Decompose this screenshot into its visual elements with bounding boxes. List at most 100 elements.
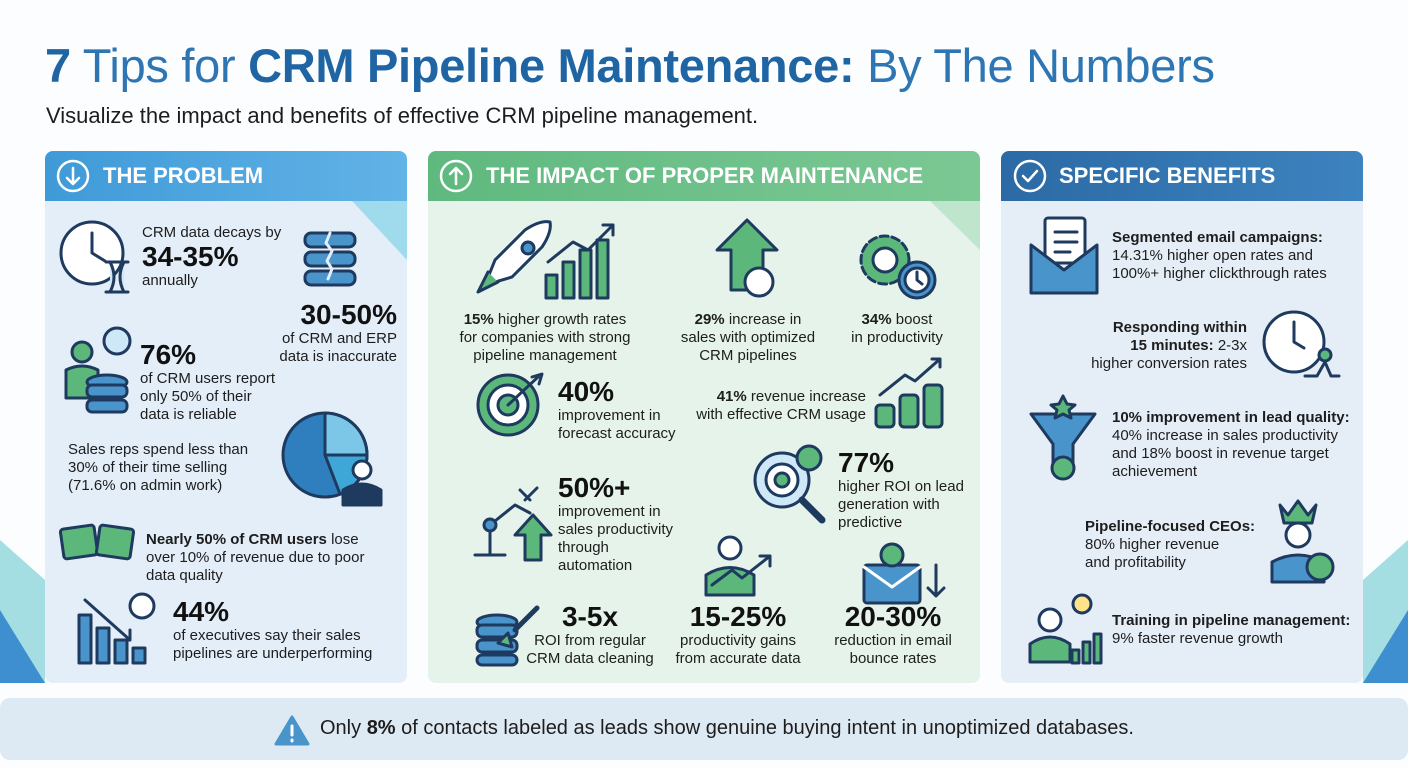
- icon-shape: [871, 246, 899, 274]
- stat-line: of CRM users report: [140, 370, 276, 387]
- icon-shape: [483, 220, 552, 287]
- icon-shape: [513, 513, 553, 562]
- stat-figure: 15-25%: [689, 601, 787, 632]
- stat-emphasis: Training in pipeline management:: [1112, 612, 1351, 629]
- stat-line: 30% of their time selling: [68, 459, 228, 476]
- stat-line: Segmented email campaigns:: [1112, 229, 1327, 247]
- icon-shape: [1021, 169, 1039, 183]
- stat-line: generation with: [838, 496, 940, 513]
- panel-heading: SPECIFIC BENEFITS: [1059, 163, 1276, 188]
- stat-figure: 40%: [558, 376, 615, 407]
- icon-shape: [83, 598, 132, 642]
- icon-shape: [476, 270, 500, 294]
- icon-shape: [58, 523, 100, 561]
- stat-line: 14.31% higher open rates and: [1112, 247, 1313, 264]
- stat-figure: 20-30%: [844, 601, 942, 632]
- stat-text: boost: [895, 311, 933, 328]
- icon-shape: [77, 613, 93, 665]
- stat-line: from accurate data: [675, 650, 801, 667]
- footer-text: Only 8% of contacts labeled as leads sho…: [320, 717, 1134, 740]
- icon-shape: [113, 638, 129, 665]
- stat-block: 15% higher growth rates for companies wit…: [445, 311, 645, 365]
- stat-line: improvement in: [558, 407, 661, 424]
- footer: Only 8% of contacts labeled as leads sho…: [0, 698, 1408, 760]
- stat-emphasis: 15%: [463, 311, 494, 328]
- icon-shape: [1037, 607, 1063, 633]
- icon-shape: [56, 159, 1047, 193]
- icon-shape: [439, 159, 473, 193]
- icon-shape: [922, 383, 944, 429]
- stat-line: annually: [142, 272, 198, 289]
- stat-line: bounce rates: [849, 650, 937, 667]
- icon-shape: [1029, 243, 1099, 295]
- icon-shape: [85, 383, 129, 399]
- icon-shape: [862, 565, 922, 589]
- stat-figure: 3-5x: [561, 601, 619, 632]
- icon-shape: [496, 631, 514, 649]
- stat-block: 50%+ improvement in sales productivity thro…: [558, 473, 673, 575]
- icon-shape: [773, 471, 791, 489]
- title-emphasis: CRM Pipeline Maintenance:: [248, 39, 855, 92]
- icon-shape: [1050, 455, 1076, 481]
- stat-emphasis: 10% improvement in lead quality:: [1112, 409, 1350, 426]
- stat-line: productivity gains: [680, 632, 796, 649]
- title-lead: Tips for: [82, 39, 236, 92]
- stat-emphasis: 34%: [861, 311, 892, 328]
- icon-shape: [595, 238, 610, 300]
- icon-shape: [544, 238, 610, 300]
- icon-shape: [546, 223, 615, 264]
- stat-emphasis: Segmented email campaigns:: [1112, 229, 1323, 246]
- icon-shape: [0, 159, 1408, 746]
- icon-shape: [131, 646, 147, 665]
- icon-shape: [323, 411, 369, 457]
- icon-shape: [473, 486, 539, 557]
- stat-intro: CRM data decays by: [142, 224, 282, 241]
- icon-shape: [1284, 521, 1312, 549]
- stat-line: 10% improvement in lead quality:: [1112, 409, 1350, 427]
- stat-line: 15% higher growth rates: [445, 311, 645, 329]
- icon-shape: [1028, 635, 1072, 664]
- subtitle: Visualize the impact and benefits of eff…: [46, 103, 759, 128]
- stat-line: through: [558, 539, 609, 556]
- stat-line: data is reliable: [140, 406, 237, 423]
- stat-line: over 10% of revenue due to poor: [146, 549, 365, 566]
- stat-line: Sales reps spend less than: [68, 441, 249, 458]
- icon-shape: [1081, 640, 1092, 665]
- stat-line: pipeline management: [473, 347, 617, 364]
- stat-line: Responding within: [1091, 319, 1247, 337]
- stat-figure: 50%+: [558, 472, 631, 503]
- icon-shape: [874, 383, 944, 429]
- stat-line: with effective CRM usage: [696, 406, 866, 423]
- stat-text: revenue increase: [750, 388, 866, 405]
- icon-shape: [578, 248, 593, 300]
- icon-shape: [1092, 632, 1103, 665]
- stat-block: Training in pipeline management: 9% faste…: [1112, 612, 1350, 648]
- stat-block: Nearly 50% of CRM users lose over 10% of …: [146, 531, 364, 585]
- icon-shape: [795, 444, 823, 472]
- stat-emphasis: 41%: [716, 388, 747, 405]
- icon-shape: [512, 605, 540, 633]
- title: 7 Tips for CRM Pipeline Maintenance: By …: [45, 38, 1215, 93]
- stat-block: 20-30% reduction in email bounce rates: [813, 602, 973, 668]
- icon-shape: [475, 653, 519, 667]
- icon-shape: [352, 201, 407, 260]
- stat-emphasis: Responding within: [1112, 319, 1247, 336]
- title-tail: By The Numbers: [867, 39, 1215, 92]
- stat-line: data is inaccurate: [279, 348, 397, 365]
- stat-line: 15 minutes: 2-3x: [1091, 337, 1247, 355]
- stat-line: Nearly 50% of CRM users lose: [146, 531, 364, 549]
- icon-shape: [58, 523, 136, 561]
- stat-emphasis: 15 minutes:: [1130, 337, 1214, 354]
- stat-line: Training in pipeline management:: [1112, 612, 1350, 630]
- stat-block: 10% improvement in lead quality: 40% incr…: [1112, 409, 1350, 481]
- icon-shape: [85, 398, 129, 414]
- icon-shape: [874, 403, 896, 429]
- stat-text: 2-3x: [1217, 337, 1247, 354]
- icon-shape: [1071, 593, 1093, 615]
- icon-shape: [520, 240, 536, 256]
- icon-shape: [85, 373, 129, 414]
- icon-shape: [90, 231, 107, 263]
- icon-shape: [898, 393, 920, 429]
- icon-shape: [1305, 552, 1335, 582]
